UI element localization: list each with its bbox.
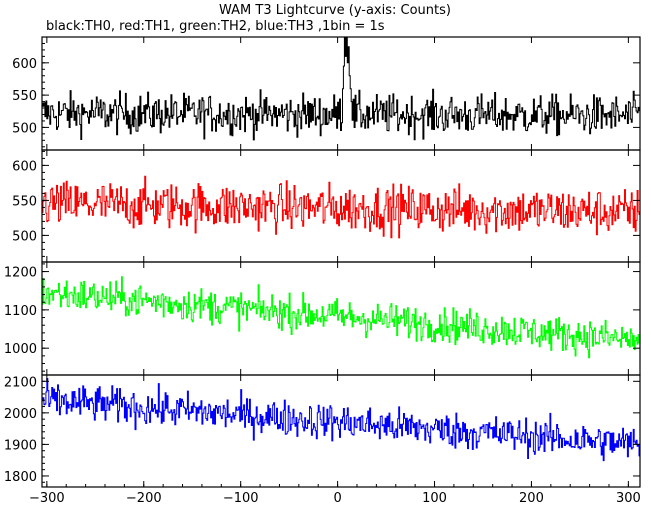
y-tick-label: 1100 (4, 304, 37, 319)
panel-frame (41, 374, 641, 488)
panel-th3: 1800 1900 2000 2100 (4, 374, 641, 488)
x-tick-label: 300 (616, 491, 641, 505)
series-th0-line (42, 37, 640, 141)
panel-th1: 500 550 600 (12, 149, 641, 263)
y-tick-label: 550 (12, 89, 37, 104)
x-tick-label: 100 (422, 491, 447, 505)
chart-title: WAM T3 Lightcurve (y-axis: Counts) (219, 3, 451, 18)
series-th1-line (42, 175, 640, 239)
x-axis: −300 −200 −100 0 100 200 300 (29, 37, 641, 505)
y-tick-label: 2000 (4, 407, 37, 422)
x-tick-label: −200 (126, 491, 162, 505)
panel-th0: 500 550 600 (12, 36, 641, 151)
y-tick-label: 1800 (4, 470, 37, 485)
x-tick-label: −100 (223, 491, 259, 505)
y-tick-label: 500 (12, 121, 37, 136)
y-tick-label: 550 (12, 194, 37, 209)
panels: 500 550 600 500 550 600 1000 1100 1200 1800 1900 20… (4, 36, 641, 488)
x-tick-label: 0 (333, 491, 341, 505)
y-tick-label: 600 (12, 159, 37, 174)
x-tick-label: 200 (519, 491, 544, 505)
chart-subtitle: black:TH0, red:TH1, green:TH2, blue:TH3 … (46, 19, 385, 34)
series-th3-line (42, 378, 640, 462)
y-tick-label: 1200 (4, 266, 37, 281)
y-tick-label: 600 (12, 57, 37, 72)
y-tick-label: 1900 (4, 438, 37, 453)
x-tick-label: −300 (29, 491, 65, 505)
series-th2-line (42, 276, 640, 359)
y-tick-label: 2100 (4, 375, 37, 390)
panel-th2: 1000 1100 1200 (4, 261, 641, 376)
y-tick-label: 1000 (4, 342, 37, 357)
y-tick-label: 500 (12, 229, 37, 244)
